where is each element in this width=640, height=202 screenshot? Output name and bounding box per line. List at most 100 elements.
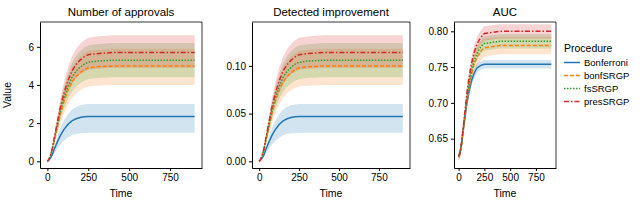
legend-label: presSRGP — [584, 96, 629, 107]
figure: 0 250 500 750 0 2 4 6 Number of approvals Time Val… — [0, 0, 640, 202]
tick-mark — [249, 161, 252, 162]
tick-label: 4 — [28, 80, 34, 91]
tick-label: 250 — [291, 172, 308, 183]
title: Number of approvals — [68, 6, 175, 18]
tick: 750 — [528, 168, 545, 183]
tick-label: 0.05 — [227, 108, 247, 119]
tick-label: 6 — [28, 42, 34, 53]
series-line — [259, 53, 403, 162]
subplot: 0 250 500 750 0 2 4 6 Number of approvals Time Val… — [1, 6, 203, 199]
tick-mark — [459, 168, 460, 171]
band — [259, 104, 403, 161]
tick-mark — [484, 168, 485, 171]
tick: 0.05 — [227, 108, 252, 119]
tick: 250 — [291, 168, 308, 183]
tick-label: 0 — [257, 172, 263, 183]
band — [47, 35, 194, 161]
tick-label: 500 — [121, 172, 138, 183]
tick: 0.00 — [227, 156, 252, 167]
band — [259, 43, 403, 161]
tick-mark — [299, 168, 300, 171]
axis-line — [455, 168, 557, 169]
band — [47, 104, 194, 161]
x-axis: 0 250 500 750 — [253, 168, 411, 183]
frame — [40, 22, 202, 23]
tick: 0.65 — [429, 133, 454, 144]
subplot: 02505007500.650.700.750.80AUCTime — [429, 6, 557, 199]
frame — [252, 22, 410, 23]
legend-swatch — [564, 75, 580, 77]
legend-title: Procedure — [564, 42, 613, 54]
tick: 0.70 — [429, 98, 454, 109]
tick-label: 750 — [528, 172, 545, 183]
series-line — [459, 31, 552, 156]
legend-swatch — [564, 101, 580, 103]
tick: 0.10 — [227, 61, 252, 72]
title: AUC — [493, 6, 517, 18]
axis-line — [454, 23, 455, 169]
tick-mark — [170, 168, 171, 171]
series-line — [459, 64, 552, 156]
tick-mark — [37, 85, 40, 86]
x-axis: 0 250 500 750 — [41, 168, 203, 183]
y-axis: 0.65 0.70 0.75 0.80 — [429, 23, 455, 169]
tick: 250 — [477, 168, 494, 183]
tick-mark — [37, 123, 40, 124]
tick: 250 — [80, 168, 97, 183]
x-axis: 0 250 500 750 — [455, 168, 557, 183]
tick-label: 750 — [371, 172, 388, 183]
tick-label: 0.10 — [227, 61, 247, 72]
axis-line — [41, 168, 203, 169]
plot-area — [459, 24, 552, 160]
legend-swatch — [564, 62, 580, 64]
tick: 0 — [45, 168, 51, 183]
y-axis-title: Value — [1, 82, 13, 108]
axis-line — [40, 23, 41, 169]
band — [459, 24, 552, 160]
tick-mark — [339, 168, 340, 171]
tick: 6 — [28, 42, 40, 53]
tick-label: 0.70 — [429, 98, 449, 109]
band — [259, 35, 403, 161]
tick-mark — [259, 168, 260, 171]
tick-label: 0.80 — [429, 26, 449, 37]
legend-label: fsSRGP — [584, 83, 618, 94]
plot-area — [47, 35, 194, 161]
tick-label: 0.75 — [429, 62, 449, 73]
tick-mark — [129, 168, 130, 171]
tick-mark — [451, 67, 454, 68]
tick-label: 0 — [456, 172, 462, 183]
legend-swatch — [564, 88, 580, 90]
tick-label: 0.00 — [227, 156, 247, 167]
tick-mark — [37, 161, 40, 162]
legend-label: bonfSRGP — [584, 70, 629, 81]
plot-area — [259, 35, 403, 161]
tick-label: 2 — [28, 118, 34, 129]
tick-label: 500 — [502, 172, 519, 183]
tick-label: 0 — [28, 156, 34, 167]
frame — [202, 22, 203, 168]
tick-mark — [536, 168, 537, 171]
tick-mark — [37, 47, 40, 48]
tick: 750 — [162, 168, 179, 183]
tick-mark — [379, 168, 380, 171]
frame — [410, 22, 411, 168]
tick: 4 — [28, 80, 40, 91]
legend: ProcedureBonferronibonfSRGPfsSRGPpresSRG… — [564, 42, 629, 107]
axis-line — [252, 23, 253, 169]
x-axis-title: Time — [320, 187, 343, 199]
y-axis: 0 2 4 6 — [28, 23, 40, 169]
series-line — [259, 116, 403, 161]
tick-label: 500 — [331, 172, 348, 183]
tick-mark — [451, 103, 454, 104]
tick: 2 — [28, 118, 40, 129]
tick: 500 — [502, 168, 519, 183]
tick: 500 — [121, 168, 138, 183]
tick: 750 — [371, 168, 388, 183]
tick-mark — [249, 114, 252, 115]
x-axis-title: Time — [110, 187, 133, 199]
frame — [454, 22, 556, 23]
tick-mark — [47, 168, 48, 171]
tick: 500 — [331, 168, 348, 183]
series-line — [47, 53, 194, 162]
